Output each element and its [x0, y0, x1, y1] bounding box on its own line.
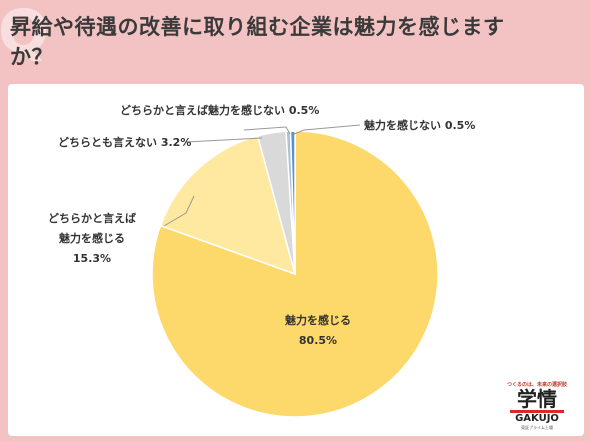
logo-sub-text: 東証プライム上場: [521, 425, 553, 430]
leader-line-s5: [293, 124, 361, 135]
gakujo-logo: つくるのは、未来の選択肢 学情 GAKUJO 東証プライム上場: [502, 381, 572, 431]
label-s2-line2: 魅力を感じる: [59, 231, 125, 245]
leader-line-s4: [243, 126, 291, 135]
pie-slice-1: [151, 130, 439, 418]
pie-slice-5: [289, 130, 296, 275]
logo-main-text: 学情: [517, 387, 557, 411]
label-main-value: 80.5%: [299, 334, 337, 347]
leader-line-s3: [185, 137, 263, 143]
page-title: 昇給や待遇の改善に取り組む企業は魅力を感じますか？: [10, 15, 505, 69]
label-s4: どちらかと言えば魅力を感じない 0.5%: [120, 103, 319, 117]
label-s5: 魅力を感じない 0.5%: [364, 118, 475, 132]
question-mark-decoration: Q: [0, 0, 50, 67]
label-s2-line1: どちらかと言えば: [48, 211, 136, 225]
label-main-name: 魅力を感じる: [285, 313, 351, 327]
logo-tagline: つくるのは、未来の選択肢: [507, 382, 567, 388]
logo-bar: [510, 410, 564, 413]
logo-en-text: GAKUJO: [515, 413, 559, 424]
label-s2-value: 15.3%: [73, 252, 111, 265]
label-s3: どちらとも言えない 3.2%: [58, 135, 191, 149]
leader-line-s2: [163, 195, 195, 227]
